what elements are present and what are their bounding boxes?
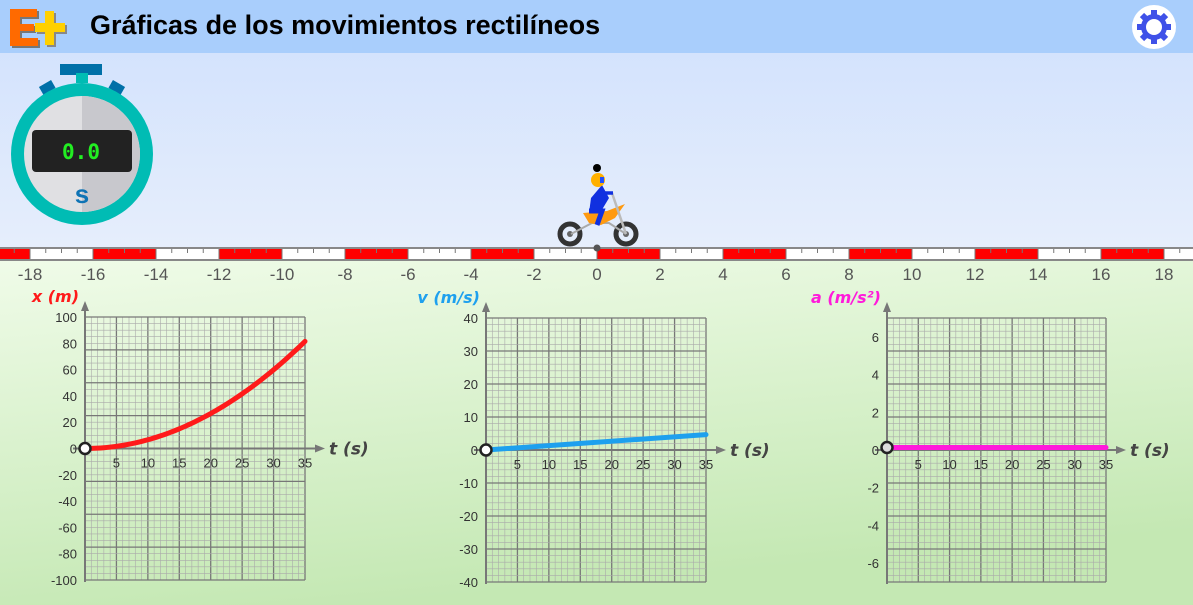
x-tick-label: 10 [542,457,556,472]
stopwatch-unit: s [75,179,89,209]
ruler-label: 8 [844,265,853,284]
y-tick-label: 30 [464,344,478,359]
settings-button[interactable] [1131,4,1177,50]
ruler-label: -4 [463,265,478,284]
ruler-label: 2 [655,265,664,284]
y-tick-label: 60 [63,363,77,378]
x-tick-label: 35 [298,456,312,471]
gear-icon [1137,10,1171,44]
ruler-label: 4 [718,265,727,284]
x-tick-label: 15 [573,457,587,472]
x-tick-label: 5 [113,456,120,471]
y-tick-label: 2 [872,405,879,420]
ruler-label: 10 [903,265,922,284]
x-tick-label: 15 [974,457,988,472]
x-tick-label: 35 [699,457,713,472]
arrow-icon [716,446,726,454]
y-tick-label: 40 [464,311,478,326]
page-title: Gráficas de los movimientos rectilíneos [90,10,601,40]
ruler-label: -10 [270,265,295,284]
header-bar: Gráficas de los movimientos rectilíneos [0,0,1193,53]
x-tick-label: 5 [915,457,922,472]
y-tick-label: -60 [58,520,77,535]
stopwatch: 0.0 s [11,64,153,225]
motorcycle[interactable] [557,164,639,252]
graph-position: x (m) t (s) 100 80 60 40 20 0 -20 -40 -60 -80 -100 5 1… [31,287,369,588]
y-tick-label: -80 [58,547,77,562]
ruler-label: -12 [207,265,232,284]
y-tick-label: 0 [471,443,478,458]
time-marker[interactable] [880,440,894,455]
y-tick-label: 4 [872,368,879,383]
position-marker [593,164,601,172]
x-tick-label: 25 [1036,457,1050,472]
ruler-label: 16 [1092,265,1111,284]
ruler-label: -2 [526,265,541,284]
ruler-label: -8 [337,265,352,284]
y-tick-label: 100 [55,310,77,325]
ruler-label: 6 [781,265,790,284]
x-tick-label: 20 [1005,457,1019,472]
y-tick-label: -4 [867,518,879,533]
x-axis-label: t (s) [329,440,369,460]
x-axis-label: t (s) [730,441,770,461]
y-axis-label: x (m) [31,287,79,306]
arrow-icon [1116,446,1126,454]
y-tick-label: -10 [459,476,478,491]
graph-velocity: v (m/s) t (s) 40 30 20 10 0 -10 -20 -30 -40 5 10 15 20… [417,288,769,590]
x-tick-label: 30 [266,456,280,471]
y-tick-label: -20 [58,468,77,483]
data-line [82,338,308,451]
y-tick-label: -30 [459,542,478,557]
x-tick-label: 20 [203,456,217,471]
x-tick-label: 15 [172,456,186,471]
time-marker[interactable] [78,441,92,456]
ruler-label: -14 [144,265,169,284]
x-tick-label: 35 [1099,457,1113,472]
y-tick-label: 20 [464,377,478,392]
y-tick-label: -6 [867,556,879,571]
ruler-label: 18 [1155,265,1174,284]
y-tick-label: -40 [58,494,77,509]
y-tick-label: -40 [459,575,478,590]
x-tick-label: 10 [942,457,956,472]
ruler-label: -6 [400,265,415,284]
x-tick-label: 5 [514,457,521,472]
y-tick-label: 80 [63,336,77,351]
ruler-label: 0 [592,265,601,284]
ruler-label: -16 [81,265,106,284]
data-line [483,432,709,453]
simulation-stage: -18 -16 -14 -12 -10 -8 -6 -4 -2 0 2 4 6 8 10 12 14 16 18 0… [0,53,1193,605]
y-axis-label: a (m/s²) [811,288,881,307]
x-tick-label: 10 [141,456,155,471]
stopwatch-display: 0.0 [62,140,100,164]
ruler-label: 12 [966,265,985,284]
y-tick-label: 6 [872,330,879,345]
y-tick-label: 20 [63,415,77,430]
y-tick-label: 10 [464,410,478,425]
x-tick-label: 25 [636,457,650,472]
ruler-label: 14 [1029,265,1048,284]
position-ruler: -18 -16 -14 -12 -10 -8 -6 -4 -2 0 2 4 6 8 10 12 14 16 18 [0,247,1193,284]
y-tick-label: -2 [867,481,879,496]
x-tick-label: 30 [1067,457,1081,472]
logo [10,9,67,48]
y-tick-label: 0 [70,442,77,457]
x-tick-label: 30 [667,457,681,472]
x-axis-label: t (s) [1130,441,1170,461]
y-tick-label: 40 [63,389,77,404]
time-marker[interactable] [479,443,493,457]
y-axis-label: v (m/s) [417,288,480,307]
y-tick-label: -100 [51,573,77,588]
y-tick-label: -20 [459,509,478,524]
x-tick-label: 20 [604,457,618,472]
y-tick-label: 0 [872,443,879,458]
arrow-icon [315,444,325,453]
x-tick-label: 25 [235,456,249,471]
ruler-label: -18 [18,265,43,284]
